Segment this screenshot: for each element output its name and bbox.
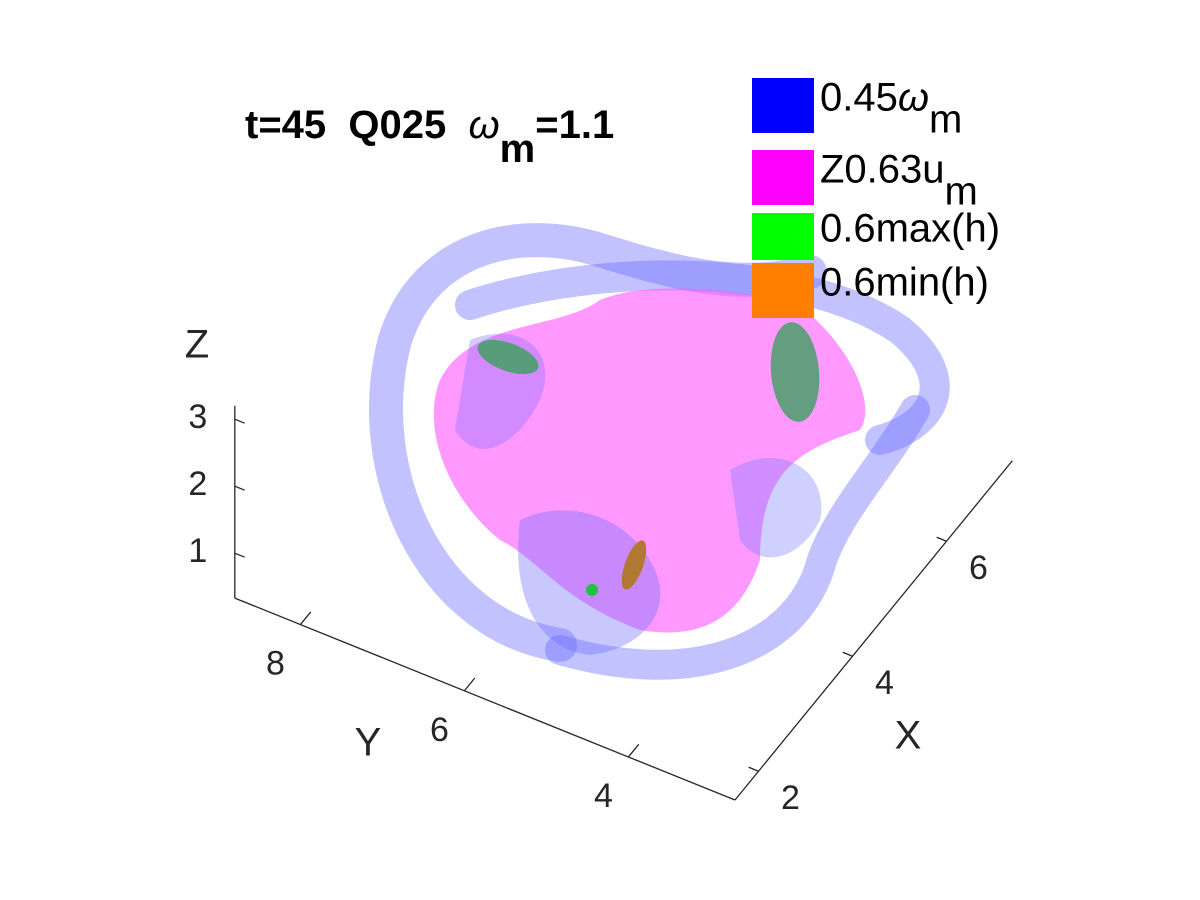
legend-label: 0.6max(h) — [820, 206, 1000, 250]
legend-name: 0.45 — [820, 75, 898, 119]
y-tick — [627, 743, 640, 758]
legend-name: 0.6max(h) — [820, 206, 1000, 250]
vorticity-tube — [369, 223, 827, 662]
x-axis-line — [734, 460, 1013, 801]
x-tick — [936, 536, 947, 542]
legend-symbol: ω — [898, 75, 929, 119]
y-tick — [463, 677, 476, 692]
z-tick — [234, 418, 245, 424]
x-tick-label: 6 — [969, 549, 988, 587]
legend-swatch — [752, 263, 814, 318]
vorticity-surface — [730, 458, 822, 558]
chart-title: t=45 Q025 ωm=1.1 — [245, 103, 614, 171]
z-tick-label: 1 — [188, 532, 207, 570]
y-tick-label: 4 — [594, 777, 613, 815]
isosurfaces — [369, 223, 950, 680]
y-axis-line — [234, 597, 736, 801]
legend-swatch — [752, 78, 814, 133]
legend-swatch — [752, 213, 814, 260]
x-tick-label: 4 — [875, 664, 894, 702]
legend-sub: m — [945, 169, 978, 213]
z-tick — [234, 485, 245, 491]
h-min-surface — [621, 540, 647, 590]
x-tick — [842, 651, 853, 657]
y-tick — [299, 611, 312, 625]
h-max-surface — [770, 322, 820, 422]
y-tick-label: 6 — [430, 711, 449, 749]
y-tick-label: 8 — [266, 645, 285, 683]
legend-name: Z0.63u — [820, 147, 945, 191]
legend-label: 0.6min(h) — [820, 260, 989, 304]
title-sub: m — [500, 127, 536, 171]
title-text: t=45 Q025 — [245, 103, 468, 147]
vorticity-surface — [518, 510, 661, 655]
z-tick — [234, 552, 245, 558]
velocity-surface — [433, 288, 866, 633]
h-max-surface — [477, 339, 539, 375]
x-axis-label: X — [895, 714, 922, 758]
x-tick-label: 2 — [781, 779, 800, 817]
title-symbol: ω — [468, 103, 499, 147]
y-axis-label: Y — [355, 721, 382, 765]
vorticity-tube — [545, 395, 930, 680]
vorticity-tube — [455, 260, 950, 455]
legend-label: Z0.63um — [820, 147, 978, 213]
z-tick-label: 2 — [188, 465, 207, 503]
title-tail: =1.1 — [535, 103, 614, 147]
legend-label: 0.45ωm — [820, 75, 962, 141]
legend-swatch — [752, 150, 814, 205]
z-axis-label: Z — [185, 323, 209, 367]
legend-sub: m — [929, 97, 962, 141]
x-tick — [748, 766, 759, 772]
legend-name: 0.6min(h) — [820, 260, 989, 304]
h-max-surface — [586, 584, 598, 596]
z-tick-label: 3 — [188, 398, 207, 436]
